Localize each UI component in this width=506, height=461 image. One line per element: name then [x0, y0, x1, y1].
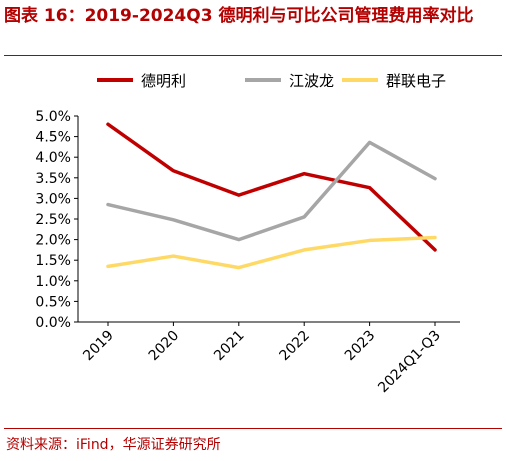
legend-label: 群联电子 [386, 72, 446, 90]
figure-title: 图表 16：2019-2024Q3 德明利与可比公司管理费用率对比 [4, 6, 474, 26]
series-line [106, 140, 437, 242]
source-divider [4, 428, 502, 429]
x-tick-label: 2021 [211, 328, 248, 365]
title-divider [4, 55, 502, 56]
chart-axes: 0.0% 0.5% 1.0% 1.5% 2.0% 2.5% 3.0% 3.5% 4.0% 4.5%… [35, 109, 460, 396]
legend-label: 江波龙 [289, 72, 334, 90]
y-tick-label: 5.0% [35, 109, 71, 125]
y-tick-label: 4.5% [35, 130, 71, 146]
figure-title-wrap: 图表 16：2019-2024Q3 德明利与可比公司管理费用率对比 [4, 4, 502, 28]
chart-series [106, 122, 437, 270]
y-tick-label: 1.5% [35, 253, 71, 269]
source-note: 资料来源：iFind，华源证券研究所 [6, 437, 221, 453]
x-tick-label: 2024Q1-Q3 [375, 328, 444, 397]
x-tick-label: 2019 [80, 328, 117, 365]
y-tick-label: 2.0% [35, 233, 71, 249]
y-tick-label: 4.0% [35, 150, 71, 166]
legend-label: 德明利 [141, 72, 186, 90]
x-tick-label: 2023 [342, 328, 379, 365]
series-line [106, 122, 437, 252]
chart-legend: 德明利 江波龙 群联电子 [97, 72, 446, 90]
y-tick-label: 2.5% [35, 212, 71, 228]
x-tick-label: 2020 [146, 328, 183, 365]
y-tick-label: 1.0% [35, 274, 71, 290]
x-tick-label: 2022 [277, 328, 314, 365]
series-line [106, 235, 437, 270]
y-tick-label: 3.0% [35, 191, 71, 207]
y-tick-label: 0.0% [35, 315, 71, 331]
y-tick-label: 0.5% [35, 294, 71, 310]
y-tick-label: 3.5% [35, 171, 71, 187]
